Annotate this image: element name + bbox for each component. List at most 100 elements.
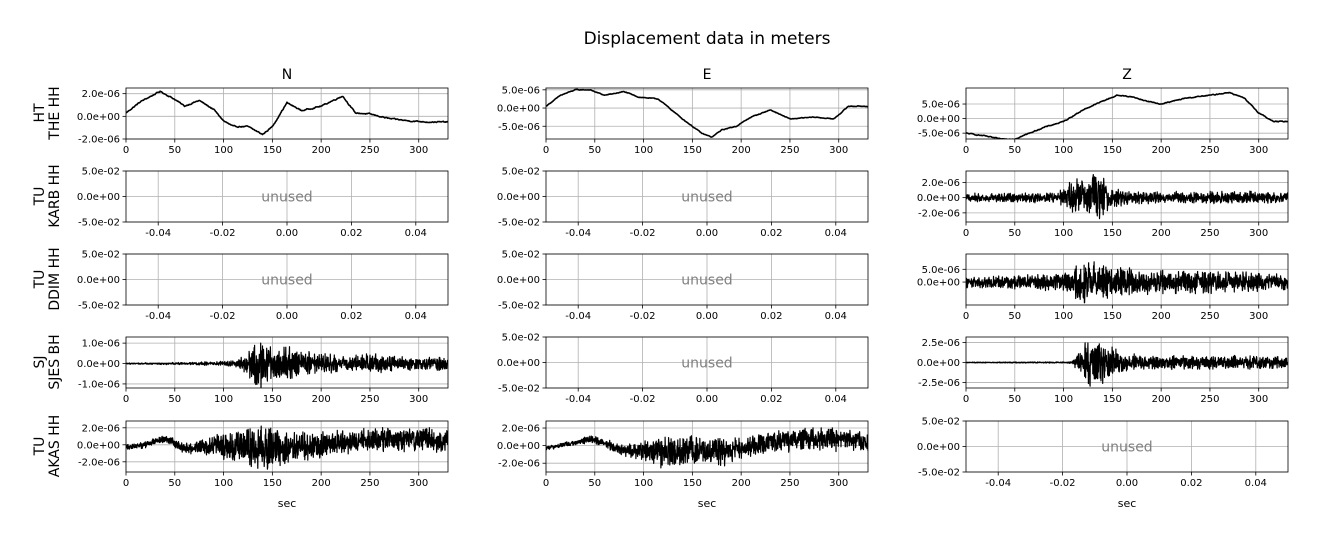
y-tick-label: 1.0e-06 [82,339,120,350]
grid [545,88,868,139]
row-label-4: TU AKAS HH [32,415,63,477]
x-tick-label: 100 [634,145,653,156]
panel-e-row-3: -0.04 -0.02 0.00 0.02 0.04 5.0e-02 0.0e+00 -5.0… [497,333,869,405]
x-tick-label: -0.04 [565,228,591,239]
trace-line [966,174,1288,220]
panels: 0 50 100 150 200 250 300 2.0e-06 0.0e+00 -2.0e-06… [77,85,1289,489]
x-tick-label: 0 [963,145,969,156]
plot-frame [545,253,869,306]
y-tick-label: 0.0e+00 [497,104,540,115]
x-tick-label: 250 [360,394,379,405]
x-tick-label: 250 [1200,311,1219,322]
y-tick-label: 0.0e+00 [917,114,960,125]
y-tick-label: -2.0e-06 [498,459,540,470]
x-tick-label: 150 [683,478,702,489]
x-tick-label: 250 [780,145,799,156]
x-tick-label: 250 [1200,394,1219,405]
x-tick-label: 0.04 [405,311,427,322]
y-tick-label: 0.0e+00 [917,193,960,204]
x-tick-label: 150 [263,145,282,156]
panel-z-row-0: 0 50 100 150 200 250 300 5.0e-06 0.0e+00 -5.0e-06 [917,87,1289,156]
y-tick-label: 0.0e+00 [497,441,540,452]
x-tick-label: 200 [312,145,331,156]
y-tick-label: -5.0e-02 [498,301,540,312]
x-tick-label: 200 [1152,394,1171,405]
x-tick-label: 300 [409,478,428,489]
x-tick-label: 150 [1103,311,1122,322]
row-label-network: TU [32,437,48,457]
y-tick-label: 2.5e-06 [922,338,960,349]
trace-line [126,90,448,136]
plot-frame [125,336,449,389]
x-axis-label-z: sec [1118,497,1137,510]
panel-n-row-4: 0 50 100 150 200 250 300 2.0e-06 0.0e+00 -2.0e-06 [77,420,449,489]
row-label-3: SJ SJES BH [32,334,63,389]
x-tick-label: 250 [1200,145,1219,156]
panel-e-row-2: -0.04 -0.02 0.00 0.02 0.04 5.0e-02 0.0e+00 -5.0… [497,250,869,322]
panel-n-row-0: 0 50 100 150 200 250 300 2.0e-06 0.0e+00 -2.0e-06 [77,87,449,156]
y-tick-label: 0.0e+00 [77,440,120,451]
x-tick-label: 0.04 [1245,478,1267,489]
x-tick-label: 100 [214,394,233,405]
y-tick-label: -2.5e-06 [918,378,960,389]
y-tick-label: 0.0e+00 [497,192,540,203]
trace-line [126,425,448,470]
y-tick-label: -2.0e-06 [78,135,120,146]
y-tick-label: 0.0e+00 [77,112,120,123]
x-axis-label-e: sec [698,497,717,510]
x-tick-label: 50 [1008,145,1021,156]
y-tick-label: 2.0e-06 [502,424,540,435]
x-axis-label-n: sec [278,497,297,510]
x-tick-label: 50 [168,394,181,405]
x-tick-label: 50 [1008,228,1021,239]
row-label-1: TU KARB HH [32,164,63,227]
x-tick-label: 250 [360,145,379,156]
unused-label: unused [681,273,732,289]
x-tick-label: 0 [963,394,969,405]
x-tick-label: -0.02 [630,394,656,405]
y-tick-label: 5.0e-02 [502,333,540,344]
trace-line [546,427,868,469]
x-tick-label: 0 [543,145,549,156]
x-tick-label: 300 [829,478,848,489]
x-tick-label: 50 [588,145,601,156]
x-tick-label: 0.02 [760,228,782,239]
y-tick-label: 2.0e-06 [82,423,120,434]
row-label-station: THE HH [47,86,63,140]
figure-title: Displacement data in meters [584,29,831,49]
x-tick-label: 150 [263,394,282,405]
column-title-z: Z [1122,67,1132,83]
x-tick-label: 100 [214,478,233,489]
x-tick-label: 200 [1152,311,1171,322]
unused-label: unused [261,273,312,289]
x-tick-label: 0 [963,311,969,322]
x-tick-label: 0.02 [1180,478,1202,489]
x-tick-label: 0 [123,145,129,156]
grid [965,88,1288,139]
row-label-network: TU [32,270,48,290]
y-tick-label: 5.0e-02 [502,167,540,178]
y-tick-label: 0.0e+00 [917,358,960,369]
plot-frame [965,253,1289,306]
x-tick-label: -0.02 [630,228,656,239]
x-tick-label: 300 [409,145,428,156]
plot-frame [125,253,449,306]
x-tick-label: 200 [312,394,331,405]
x-tick-label: 0.00 [1116,478,1138,489]
plot-frame [545,420,869,473]
x-tick-label: 0 [963,228,969,239]
y-tick-label: 5.0e-02 [922,417,960,428]
panel-z-row-1: 0 50 100 150 200 250 300 2.0e-06 0.0e+00 -2.0e-06 [917,170,1289,239]
y-tick-label: 5.0e-06 [922,100,960,111]
x-tick-label: 0 [123,478,129,489]
x-tick-label: 50 [1008,311,1021,322]
x-tick-label: -0.04 [565,311,591,322]
y-tick-label: 0.0e+00 [77,192,120,203]
y-tick-label: -5.0e-06 [918,129,960,140]
row-label-network: HT [32,103,48,123]
row-label-0: HT THE HH [32,86,63,140]
y-tick-label: 0.0e+00 [77,359,120,370]
panel-z-row-2: 0 50 100 150 200 250 300 5.0e-06 0.0e+00 [917,253,1289,322]
x-tick-label: 0.04 [825,394,847,405]
x-tick-label: 300 [409,394,428,405]
